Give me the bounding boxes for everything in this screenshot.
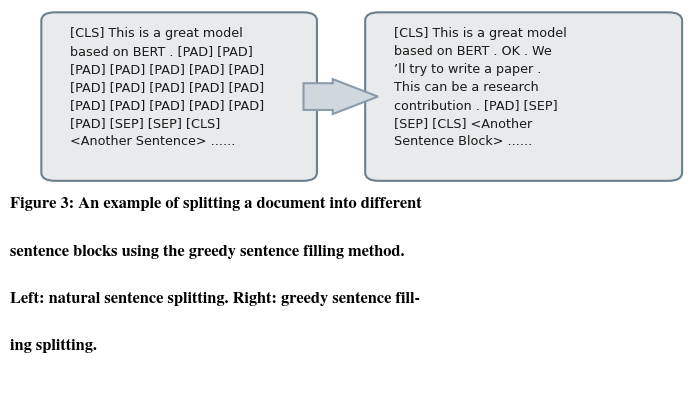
Text: Left: natural sentence splitting. Right: greedy sentence fill-: Left: natural sentence splitting. Right:… — [10, 292, 420, 306]
Text: ing splitting.: ing splitting. — [10, 339, 97, 353]
Text: [CLS] This is a great model
based on BERT . OK . We
’ll try to write a paper .
T: [CLS] This is a great model based on BER… — [394, 27, 567, 148]
FancyBboxPatch shape — [41, 12, 317, 181]
Text: Figure 3: An example of splitting a document into different: Figure 3: An example of splitting a docu… — [10, 197, 422, 211]
Polygon shape — [303, 79, 378, 114]
Text: [CLS] This is a great model
based on BERT . [PAD] [PAD]
[PAD] [PAD] [PAD] [PAD] : [CLS] This is a great model based on BER… — [70, 27, 265, 148]
Text: sentence blocks using the greedy sentence filling method.: sentence blocks using the greedy sentenc… — [10, 245, 405, 259]
FancyBboxPatch shape — [365, 12, 682, 181]
